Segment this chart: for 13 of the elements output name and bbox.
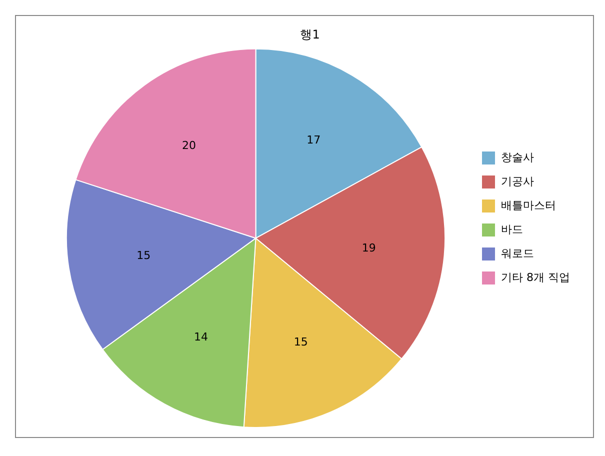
legend-label: 바드 [501, 222, 524, 236]
legend-label: 창술사 [501, 150, 534, 164]
data-label: 20 [182, 139, 196, 152]
legend-label: 배틀마스터 [501, 198, 556, 212]
data-label: 15 [136, 248, 151, 262]
chart-title: 행1 [300, 27, 320, 42]
legend-label: 기타 8개 직업 [501, 270, 570, 284]
data-label: 19 [362, 242, 376, 255]
data-label: 15 [294, 335, 308, 348]
legend-label: 워로드 [501, 246, 534, 260]
data-label: 17 [306, 133, 321, 146]
data-label: 14 [194, 330, 208, 344]
legend-label: 기공사 [501, 174, 534, 188]
